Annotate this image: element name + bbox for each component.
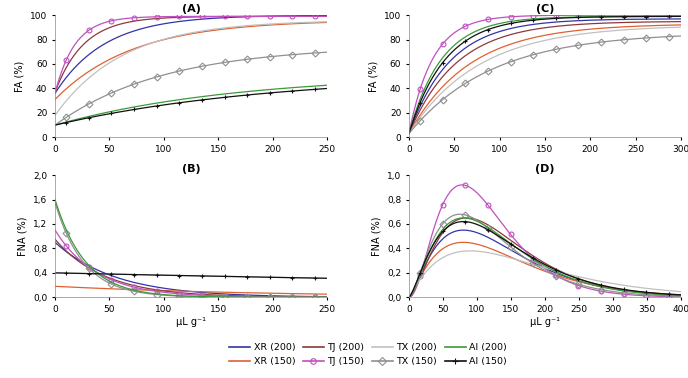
Y-axis label: FNA (%): FNA (%) [18, 217, 28, 256]
Y-axis label: FNA (%): FNA (%) [372, 217, 381, 256]
Legend: XR (200), XR (150), TJ (200), TJ (150), TX (200), TX (150), AI (200), AI (150): XR (200), XR (150), TJ (200), TJ (150), … [229, 343, 507, 366]
X-axis label: µL g⁻¹: µL g⁻¹ [530, 317, 560, 327]
Title: (B): (B) [182, 164, 200, 174]
Title: (D): (D) [535, 164, 555, 174]
Title: (A): (A) [182, 4, 201, 14]
Y-axis label: FA (%): FA (%) [369, 60, 378, 92]
Y-axis label: FA (%): FA (%) [14, 60, 25, 92]
Title: (C): (C) [536, 4, 555, 14]
X-axis label: µL g⁻¹: µL g⁻¹ [176, 317, 206, 327]
